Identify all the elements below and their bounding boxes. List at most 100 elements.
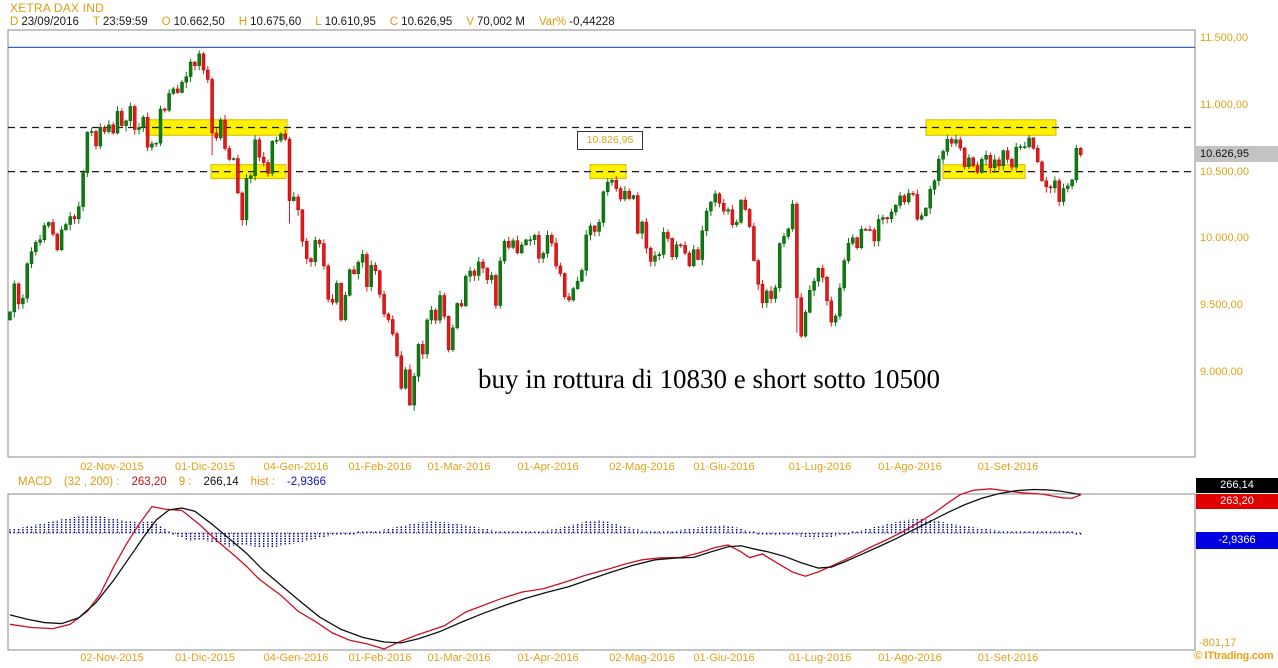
candle-body (773, 287, 778, 299)
candle-body (554, 242, 558, 267)
candle-body (545, 235, 550, 254)
candle-body (713, 193, 717, 203)
x-axis-label: 01-Dic-2015 (175, 461, 235, 473)
candle-body (77, 206, 81, 220)
candle-body (94, 131, 98, 147)
candle-body (799, 297, 803, 337)
price-axis-label: 9.500,00 (1200, 299, 1243, 312)
candle-body (734, 222, 739, 225)
candle-body (679, 244, 683, 247)
x-axis-label: 01-Ago-2016 (878, 461, 942, 473)
header-field-h: H 10.675,60 (238, 16, 302, 28)
candle-body (261, 156, 266, 163)
candle-body (980, 159, 984, 173)
header-field-var: Var% -0,44228 (538, 16, 615, 28)
candle-body (687, 252, 692, 267)
resistance-level-label: 10.826,95 (577, 131, 643, 150)
price-axis-label: 10.000,00 (1200, 232, 1249, 245)
candle-body (412, 376, 416, 406)
candle-body (231, 158, 236, 160)
header-field-v: V 70,002 M (466, 16, 525, 28)
candle-body (38, 239, 42, 243)
candle-body (739, 199, 743, 223)
candle-body (485, 267, 490, 280)
candle-body (132, 106, 137, 130)
candle-body (481, 261, 485, 269)
hist-axis-badge: -2,9366 (1196, 532, 1278, 549)
candle-body (360, 254, 365, 263)
candle-body (790, 203, 795, 230)
candle-body (111, 124, 115, 134)
macd-axis-badge: 263,20 (1196, 494, 1278, 509)
candle-body (519, 244, 524, 254)
x-axis-label: 01-Apr-2016 (517, 461, 579, 473)
candle-body (584, 234, 588, 271)
candle-body (833, 315, 838, 323)
candle-body (812, 280, 816, 291)
candle-body (605, 181, 610, 193)
candle-body (279, 133, 283, 141)
candle-body (971, 157, 975, 166)
candle-body (163, 108, 167, 111)
candle-body (661, 232, 666, 255)
candle-body (902, 195, 907, 203)
candle-body (653, 255, 657, 262)
candle-body (988, 155, 993, 168)
candle-body (876, 219, 881, 242)
candle-body (696, 249, 700, 260)
candle-body (709, 201, 713, 212)
candle-body (838, 287, 842, 317)
macd-value: 263,20 (131, 476, 167, 488)
macd-signal-line (9, 488, 1081, 644)
candle-body (881, 217, 885, 220)
candle-body (1005, 150, 1010, 160)
x-axis-label: 04-Gen-2016 (263, 652, 329, 664)
candle-body (124, 120, 128, 126)
candle-body (588, 225, 593, 236)
candle-body (180, 81, 184, 93)
x-axis-label: 02-Nov-2015 (80, 652, 144, 664)
candle-body (403, 369, 408, 389)
candle-body (816, 268, 821, 282)
trade-note-annotation: buy in rottura di 10830 e short sotto 10… (478, 364, 940, 394)
candle-body (571, 288, 576, 301)
candle-body (765, 290, 769, 303)
candle-body (46, 222, 51, 226)
candle-body (666, 232, 670, 239)
candle-body (937, 158, 941, 181)
candle-body (743, 199, 748, 210)
candle-body (421, 344, 425, 355)
candle-body (304, 240, 309, 259)
candle-body (498, 260, 502, 306)
candle-body (98, 127, 103, 147)
candle-body (803, 312, 808, 337)
candle-body (55, 233, 60, 251)
candle-body (115, 111, 120, 134)
candle-body (752, 226, 756, 261)
candle-body (717, 193, 722, 204)
x-axis-label: 02-Nov-2015 (80, 461, 144, 473)
macd-axis-min: -801,17 (1199, 637, 1237, 649)
candle-body (820, 268, 825, 278)
candle-body (1053, 180, 1057, 189)
candle-body (515, 240, 520, 254)
candle-body (601, 191, 606, 223)
candle-body (851, 237, 855, 244)
candle-body (253, 139, 257, 177)
x-axis-label: 01-Feb-2016 (348, 652, 412, 664)
candle-body (399, 355, 404, 389)
candle-body (958, 139, 963, 149)
candle-body (339, 283, 343, 321)
x-axis-label: 01-Mar-2016 (427, 461, 491, 473)
candle-body (610, 180, 614, 183)
candle-body (962, 147, 967, 167)
candle-body (562, 273, 567, 298)
candle-body (59, 229, 64, 251)
candle-body (29, 251, 34, 265)
candle-body (704, 210, 709, 232)
candle-body (429, 309, 434, 321)
candle-body (464, 275, 468, 307)
candle-body (1048, 186, 1053, 189)
macd-header-row: MACD (32 , 200) : 263,20 9 : 266,14 hist… (18, 476, 326, 488)
